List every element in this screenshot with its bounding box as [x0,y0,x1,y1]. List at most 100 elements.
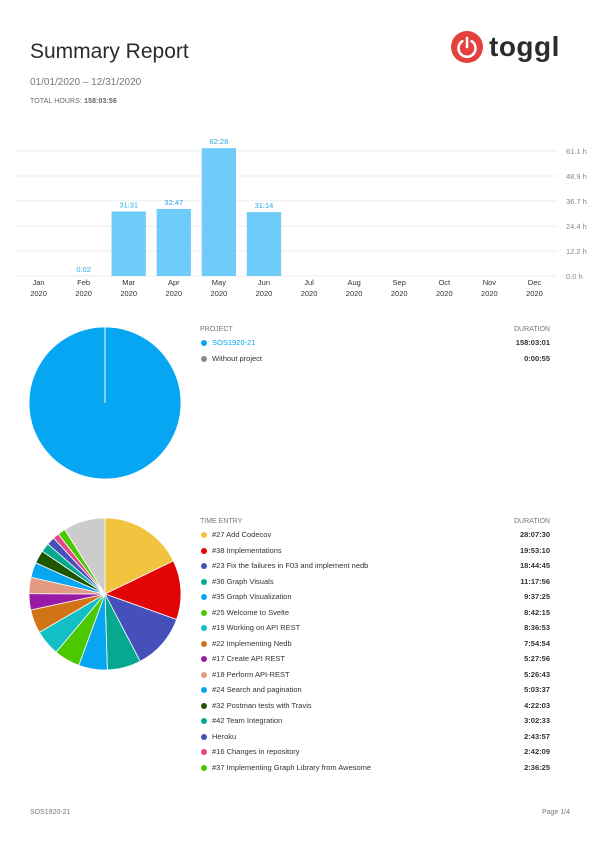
list-item: #24 Search and pagination 5:03:37 [200,685,550,701]
row-name: Heroku [212,731,237,741]
x-tick-year: 2020 [346,289,363,298]
time-entry-pie-chart [28,517,182,671]
x-tick-year: 2020 [75,289,92,298]
row-duration: 5:03:37 [524,685,550,694]
row-name: #17 Create API REST [212,654,285,663]
row-name: #24 Search and pagination [212,685,302,694]
row-name: #18 Perform API-REST [212,669,290,679]
list-item: #42 Team Integration 3:02:33 [200,716,550,732]
row-name: #35 Graph Visualization [212,592,292,601]
list-item: #19 Working on API REST 8:36:53 [200,623,550,639]
list-item: #22 Implementing Nedb 7:54:54 [200,639,550,655]
x-tick-year: 2020 [436,289,453,298]
x-tick-month: Mar [122,278,135,287]
row-duration: 8:36:53 [524,623,550,632]
pie-slice [104,517,174,595]
x-tick-month: Oct [438,278,451,287]
x-tick-month: May [212,278,226,287]
row-name: #22 Implementing Nedb [212,638,292,648]
legend-dot-icon [201,532,207,538]
list-item: #36 Graph Visuals 11:17:56 [200,577,550,593]
row-name: #38 Implementations [212,545,282,555]
time-entry-table: TIME ENTRY DURATION #27 Add Codecov 28:07… [200,518,550,778]
y-tick-label: 48.9 h [566,172,587,181]
row-name: #27 Add Codecov [212,530,272,539]
row-duration: 9:37:25 [524,592,550,601]
legend-dot-icon [201,594,207,600]
legend-dot-icon [201,671,207,678]
row-duration: 7:54:54 [524,638,550,648]
list-item: #32 Postman tests with Travis 4:22:03 [200,701,550,717]
logo-text: toggl [489,31,560,62]
row-name: #19 Working on API REST [212,623,301,632]
duration-column-label: DURATION [513,326,550,333]
list-item: Heroku 2:43:57 [200,732,550,748]
row-duration: 18:44:45 [519,561,550,570]
x-tick-month: Sep [393,278,406,287]
bar [156,208,191,276]
bar-data-label: 0:02 [76,265,91,274]
x-tick-year: 2020 [391,289,408,298]
footer-page-number: Page 1/4 [541,809,570,816]
x-tick-year: 2020 [526,289,543,298]
x-tick-month: Jun [258,278,270,287]
x-tick-year: 2020 [481,289,498,298]
x-tick-month: Dec [528,278,542,287]
legend-dot-icon [201,563,207,569]
row-duration: 28:07:30 [519,530,550,539]
list-item: #25 Welcome to Svelte 8:42:15 [200,608,550,624]
date-range: 01/01/2020 – 12/31/2020 [30,77,142,88]
row-duration: 3:02:33 [524,716,550,725]
row-duration: 2:36:25 [524,762,550,772]
row-duration: 0:00:55 [524,353,550,363]
x-tick-month: Nov [483,278,497,287]
x-tick-year: 2020 [165,289,182,298]
x-tick-year: 2020 [30,289,47,298]
x-tick-month: Apr [168,278,180,287]
legend-dot-icon [201,625,207,631]
legend-dot-icon [201,609,207,616]
legend-dot-icon [201,547,207,554]
x-tick-month: Jul [304,278,314,287]
y-tick-label: 12.2 h [566,247,587,256]
y-tick-label: 61.1 h [566,147,587,156]
row-duration: 2:43:57 [524,731,550,741]
x-tick-month: Aug [347,278,360,287]
x-tick-year: 2020 [256,289,273,298]
bar-data-label: 31:14 [255,201,274,210]
pie-slice [103,560,182,621]
toggl-logo: toggl [451,30,560,64]
y-tick-label: 0.0 h [566,272,583,281]
row-duration: 4:22:03 [524,700,550,710]
legend-dot-icon [201,733,207,740]
bar-data-label: 62:28 [209,137,228,146]
row-duration: 19:53:10 [519,545,550,555]
row-duration: 5:27:56 [524,654,550,663]
legend-dot-icon [201,340,207,346]
project-table-header: PROJECT DURATION [200,326,550,338]
list-item: #38 Implementations 19:53:10 [200,546,550,562]
bar-data-label: 31:31 [119,201,138,210]
pie-slice [64,517,106,596]
bar-data-label: 32:47 [164,198,183,207]
project-table: PROJECT DURATION SOS1920-21 158:03:01 With… [200,326,550,369]
time-entry-column-label: TIME ENTRY [200,518,243,525]
footer-workspace: SOS1920-21 [30,809,71,816]
y-tick-label: 36.7 h [566,197,587,206]
monthly-bar-chart: 0.0 h 12.2 h 24.4 h 36.7 h 48.9 h 61.1 h Jan 20… [16,137,587,298]
row-duration: 5:26:43 [524,669,550,679]
legend-dot-icon [201,687,207,693]
project-pie-chart [28,326,182,480]
row-duration: 2:42:09 [524,747,550,756]
row-name: #36 Graph Visuals [212,576,274,586]
row-duration: 8:42:15 [524,607,550,617]
list-item: #17 Create API REST 5:27:56 [200,654,550,670]
list-item: SOS1920-21 158:03:01 [200,338,550,354]
bar [246,212,282,276]
total-hours-label: TOTAL HOURS: [30,98,83,105]
time-entry-table-header: TIME ENTRY DURATION [200,518,550,530]
legend-dot-icon [201,656,207,662]
legend-dot-icon [201,702,207,709]
project-column-label: PROJECT [200,326,233,333]
legend-dot-icon [201,578,207,585]
